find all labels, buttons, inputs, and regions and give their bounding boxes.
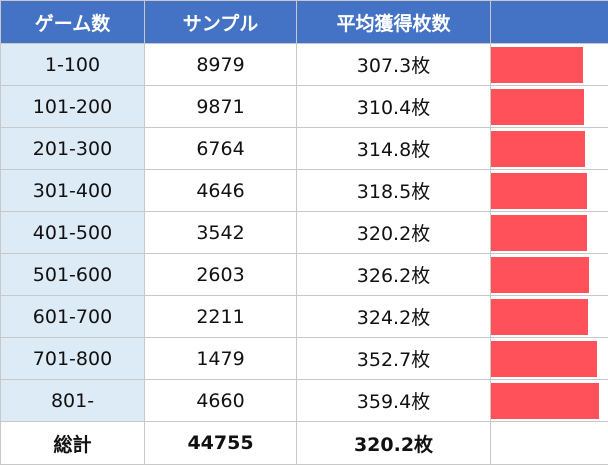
sample-cell: 2211	[145, 296, 297, 338]
data-bar	[491, 257, 589, 293]
sample-cell: 1479	[145, 338, 297, 380]
total-average: 320.2枚	[297, 422, 491, 465]
data-bar	[491, 299, 588, 335]
average-cell: 326.2枚	[297, 254, 491, 296]
game-range-cell: 601-700	[1, 296, 145, 338]
game-range-cell: 401-500	[1, 212, 145, 254]
data-bar	[491, 47, 583, 83]
header-row: ゲーム数 サンプル 平均獲得枚数	[1, 1, 608, 44]
game-range-cell: 1-100	[1, 44, 145, 86]
average-cell: 318.5枚	[297, 170, 491, 212]
bar-cell	[491, 212, 608, 254]
sample-cell: 3542	[145, 212, 297, 254]
bar-cell	[491, 338, 608, 380]
data-bar	[491, 131, 585, 167]
sample-cell: 9871	[145, 86, 297, 128]
sample-cell: 8979	[145, 44, 297, 86]
game-range-cell: 501-600	[1, 254, 145, 296]
bar-cell	[491, 296, 608, 338]
game-range-cell: 801-	[1, 380, 145, 422]
bar-cell	[491, 380, 608, 422]
header-sample: サンプル	[145, 1, 297, 44]
data-bar	[491, 383, 599, 419]
average-cell: 310.4枚	[297, 86, 491, 128]
average-cell: 307.3枚	[297, 44, 491, 86]
sample-cell: 4646	[145, 170, 297, 212]
average-cell: 324.2枚	[297, 296, 491, 338]
bar-cell	[491, 86, 608, 128]
average-cell: 352.7枚	[297, 338, 491, 380]
bar-cell	[491, 254, 608, 296]
average-cell: 320.2枚	[297, 212, 491, 254]
header-bar	[491, 1, 608, 44]
sample-cell: 4660	[145, 380, 297, 422]
data-bar	[491, 173, 587, 209]
header-game-count: ゲーム数	[1, 1, 145, 44]
game-range-cell: 301-400	[1, 170, 145, 212]
game-range-cell: 101-200	[1, 86, 145, 128]
data-bar	[491, 341, 597, 377]
total-label: 総計	[1, 422, 145, 465]
total-sample: 44755	[145, 422, 297, 465]
average-cell: 359.4枚	[297, 380, 491, 422]
bar-cell	[491, 44, 608, 86]
average-cell: 314.8枚	[297, 128, 491, 170]
header-average-medals: 平均獲得枚数	[297, 1, 491, 44]
bar-cell	[491, 128, 608, 170]
game-range-cell: 201-300	[1, 128, 145, 170]
sample-cell: 6764	[145, 128, 297, 170]
sample-cell: 2603	[145, 254, 297, 296]
total-bar-cell	[491, 422, 608, 465]
data-bar	[491, 215, 587, 251]
game-range-cell: 701-800	[1, 338, 145, 380]
total-row: 総計 44755 320.2枚	[1, 422, 608, 465]
data-bar	[491, 89, 584, 125]
bar-cell	[491, 170, 608, 212]
